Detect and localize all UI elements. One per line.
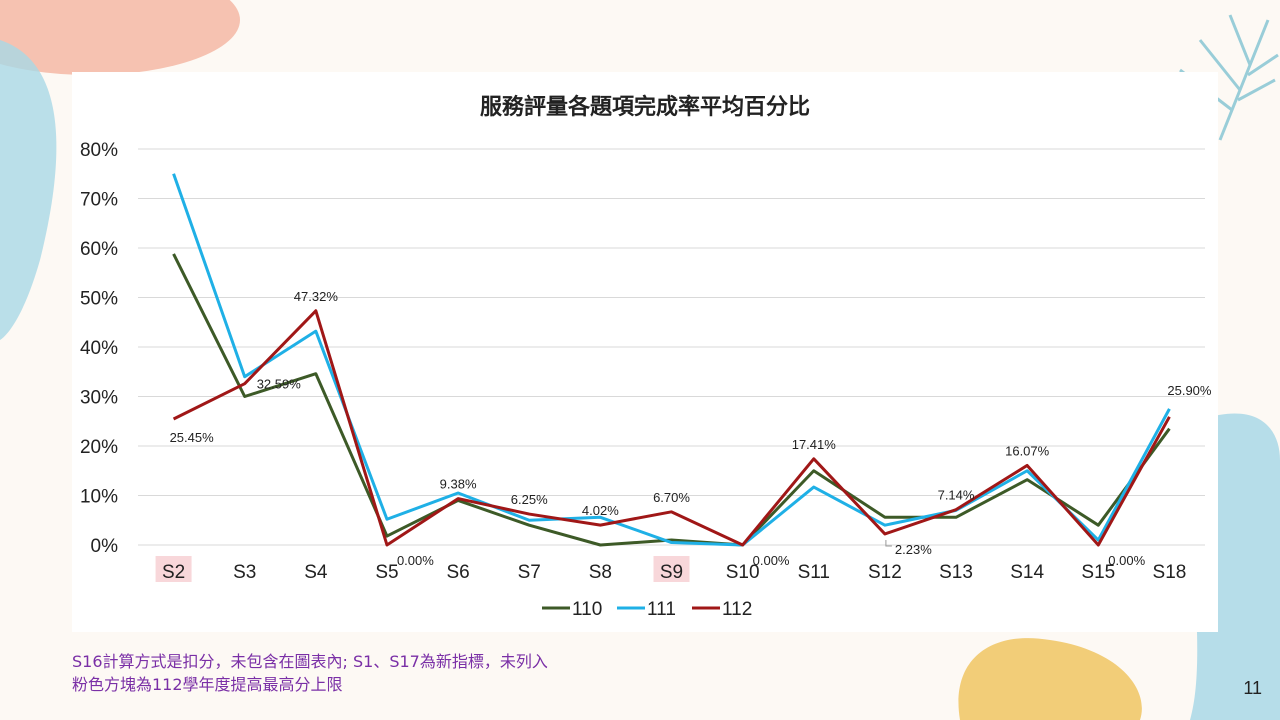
data-label: 4.02% — [582, 503, 619, 518]
highlight-box — [653, 556, 690, 582]
x-tick-label: S8 — [589, 562, 612, 583]
x-tick-label: S18 — [1153, 562, 1187, 583]
footnote-line-2: 粉色方塊為112學年度提高最高分上限 — [72, 675, 343, 694]
y-tick-label: 20% — [80, 437, 118, 458]
y-tick-label: 0% — [91, 536, 119, 557]
y-tick-label: 30% — [80, 388, 118, 409]
data-label: 25.90% — [1167, 383, 1212, 398]
x-tick-label: S14 — [1010, 562, 1044, 583]
data-label: 16.07% — [1005, 443, 1050, 458]
x-tick-label: S5 — [375, 562, 398, 583]
x-tick-label: S2 — [162, 562, 185, 583]
y-tick-label: 80% — [80, 140, 118, 161]
legend-label-112: 112 — [722, 599, 752, 620]
highlight-box — [155, 556, 192, 582]
x-tick-label: S4 — [304, 562, 328, 583]
x-tick-label: S9 — [660, 562, 683, 583]
x-tick-label: S10 — [726, 562, 760, 583]
x-tick-label: S3 — [233, 562, 256, 583]
y-tick-label: 60% — [80, 239, 118, 260]
page-number: 11 — [1243, 678, 1262, 698]
legend-label-111: 111 — [647, 599, 676, 620]
series-line-112 — [172, 309, 1171, 547]
footnote-line-1: S16計算方式是扣分，未包含在圖表內; S1、S17為新指標，未列入 — [72, 652, 548, 671]
x-tick-label: S13 — [939, 562, 973, 583]
yellow-brush-shape — [958, 638, 1142, 720]
x-tick-label: S11 — [798, 562, 830, 583]
leaf-icon — [1179, 14, 1279, 141]
x-tick-label: S15 — [1081, 562, 1115, 583]
line-chart: 服務評量各題項完成率平均百分比 0% 10% 20% 30% 40% 50% 60% 70% 8… — [80, 94, 1212, 620]
chart-card: 服務評量各題項完成率平均百分比 0% 10% 20% 30% 40% 50% 60% 70% 8… — [72, 72, 1218, 632]
data-label: 2.23% — [895, 542, 932, 557]
blue-brush-shape-left — [0, 40, 57, 340]
y-tick-label: 70% — [80, 190, 118, 211]
x-tick-label: S7 — [518, 562, 541, 583]
data-label: 32.59% — [257, 377, 302, 392]
x-tick-label: S12 — [868, 562, 902, 583]
data-label: 6.25% — [511, 492, 548, 507]
data-label: 25.45% — [170, 430, 215, 445]
data-label: 47.32% — [294, 289, 339, 304]
y-tick-label: 40% — [80, 338, 118, 359]
y-tick-label: 50% — [80, 289, 118, 310]
peach-brush-shape — [0, 0, 240, 75]
data-label: 6.70% — [653, 490, 690, 505]
y-tick-label: 10% — [80, 487, 118, 508]
x-tick-label: S6 — [446, 562, 469, 583]
chart-title: 服務評量各題項完成率平均百分比 — [480, 94, 810, 120]
data-label: 17.41% — [792, 437, 837, 452]
data-label: 0.00% — [1108, 553, 1145, 568]
legend-label-110: 110 — [572, 599, 602, 620]
series-line-110 — [172, 253, 1171, 547]
data-label: 0.00% — [397, 553, 434, 568]
data-label: 9.38% — [440, 477, 477, 492]
leader-line — [885, 539, 892, 547]
data-label: 0.00% — [753, 553, 790, 568]
data-label: 7.14% — [938, 488, 975, 503]
